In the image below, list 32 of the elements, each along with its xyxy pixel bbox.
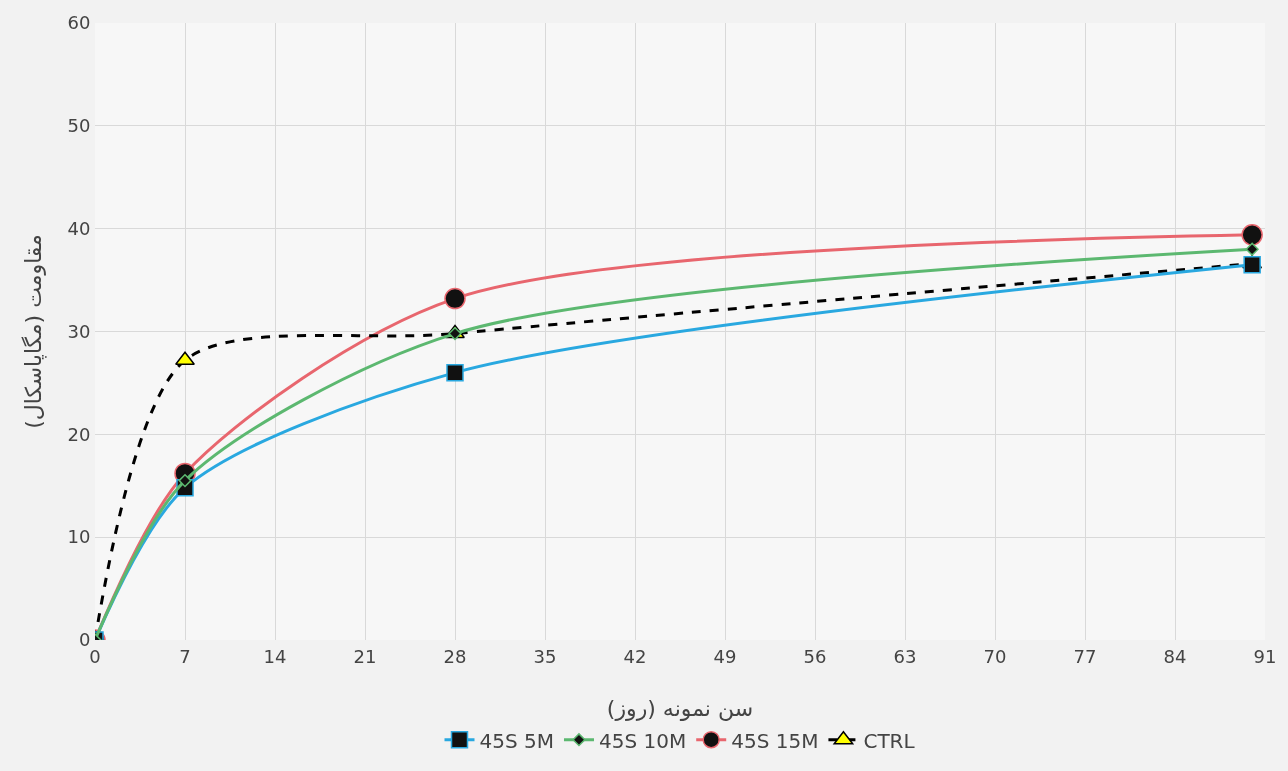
y-tick-label: 40 — [67, 217, 91, 239]
x-axis-title: سن نمونه (روز) — [606, 696, 754, 721]
point — [1241, 224, 1263, 246]
x-tick-label: 28 — [443, 645, 467, 667]
legend-label: CTRL — [863, 728, 916, 753]
legend-label: 45S 15M — [731, 728, 819, 753]
x-tick-label: 77 — [1073, 645, 1097, 667]
legend-label: 45S 5M — [479, 728, 554, 753]
y-tick-label: 0 — [78, 629, 91, 651]
x-tick-label: 63 — [893, 645, 917, 667]
x-tick-label: 14 — [263, 645, 287, 667]
x-tick-label: 42 — [623, 645, 647, 667]
x-tick-label: 35 — [533, 645, 557, 667]
x-tick-label: 56 — [803, 645, 827, 667]
y-tick-label: 50 — [67, 115, 91, 137]
x-tick-label: 84 — [1163, 645, 1187, 667]
x-tick-label: 7 — [179, 645, 191, 667]
x-tick-label: 49 — [713, 645, 737, 667]
y-tick-label: 20 — [67, 423, 91, 445]
x-tick-label: 91 — [1253, 645, 1277, 667]
point — [444, 287, 466, 310]
point — [1243, 255, 1261, 274]
legend-label: 45S 10M — [598, 728, 687, 753]
x-tick-label: 70 — [983, 645, 1007, 667]
y-tick-label: 30 — [67, 320, 91, 342]
y-axis-title: مقاومت (مگاپاسکال) — [21, 234, 47, 429]
point — [1245, 242, 1259, 256]
y-tick-label: 60 — [67, 12, 91, 34]
y-tick-label: 10 — [67, 526, 91, 548]
point — [446, 363, 464, 382]
point — [175, 351, 195, 366]
x-tick-label: 21 — [353, 645, 377, 667]
